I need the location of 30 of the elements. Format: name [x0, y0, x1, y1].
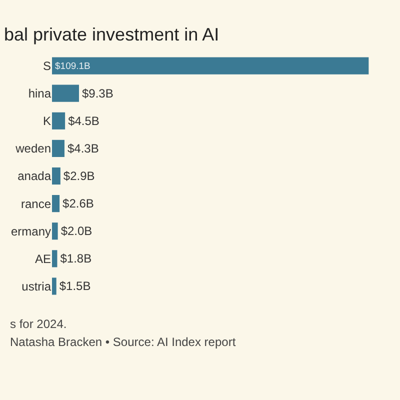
y-tick-label: weden: [14, 142, 51, 156]
y-tick-label: hina: [28, 86, 52, 101]
data-label: $4.5B: [68, 114, 100, 128]
bar: [52, 57, 369, 74]
data-label: $1.5B: [59, 279, 91, 294]
data-label: $1.8B: [60, 252, 92, 266]
y-tick-label: ustria: [22, 279, 52, 294]
bar: [52, 140, 64, 157]
y-tick-label: K: [42, 114, 51, 128]
data-label: $4.3B: [67, 141, 99, 156]
bar: [52, 112, 66, 130]
chart-title: bal private investment in AI: [4, 24, 220, 45]
data-label: $9.3B: [82, 86, 114, 100]
y-tick-label: anada: [18, 169, 52, 184]
text: s for 2024.: [10, 317, 67, 331]
data-label: $2.9B: [63, 169, 95, 183]
y-tick-label: AE: [34, 252, 51, 266]
y-tick-label: ermany: [10, 224, 51, 238]
y-tick-label: S: [42, 58, 51, 73]
bar: [52, 195, 60, 212]
y-tick-label: rance: [20, 196, 52, 211]
bar: [52, 222, 58, 240]
bar: [52, 84, 79, 102]
data-label: $2.6B: [62, 196, 94, 211]
data-label: $109.1B: [55, 60, 90, 72]
data-label: $2.0B: [60, 224, 92, 238]
bar: [52, 278, 56, 295]
bar: [52, 250, 58, 268]
text: Natasha Bracken • Source: AI Index report: [10, 335, 236, 349]
bar: [52, 167, 60, 185]
